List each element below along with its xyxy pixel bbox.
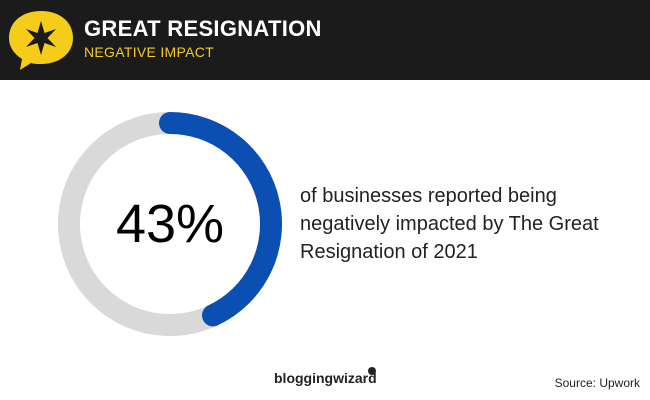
source-note: Source: Upwork — [554, 376, 640, 390]
percent-value: 43% — [115, 194, 225, 254]
page-title: GREAT RESIGNATION — [84, 16, 322, 41]
donut-segment-remainder — [58, 112, 218, 336]
star-speech-bubble-icon — [9, 11, 73, 70]
donut-segment-highlight — [159, 112, 282, 327]
stat-caption: of businesses reported being negatively … — [300, 185, 599, 263]
donut-chart — [58, 112, 282, 336]
brand-logo: bloggingwizard — [274, 370, 377, 386]
header-bar: GREAT RESIGNATION NEGATIVE IMPACT — [0, 0, 650, 80]
page-subtitle: NEGATIVE IMPACT — [84, 44, 214, 60]
brand-logo-mark — [368, 367, 376, 375]
